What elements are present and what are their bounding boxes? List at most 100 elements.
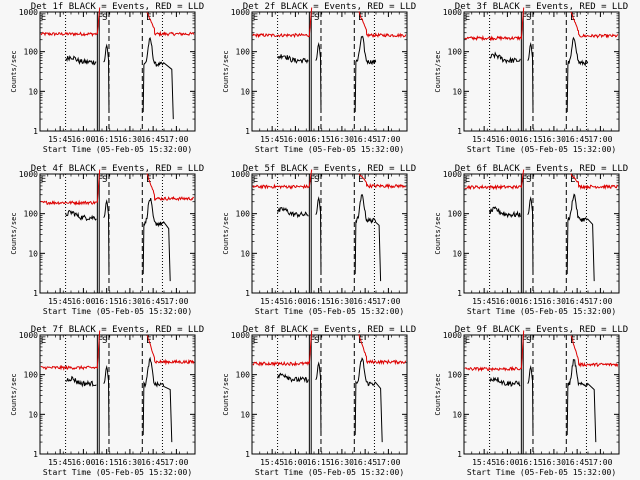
y-axis-label: Counts/sec — [10, 50, 18, 92]
y-tick-label: 1 — [457, 127, 462, 136]
plot-frame — [251, 173, 408, 294]
lld-series — [252, 169, 406, 190]
x-tick-label: 16:15 — [519, 297, 543, 306]
y-tick-label: 100 — [24, 210, 39, 219]
y-tick-label: 1000 — [19, 170, 38, 179]
panel-title: Det 2f BLACK = Events, RED = LLD — [243, 2, 416, 12]
x-tick-label: 16:15 — [95, 135, 119, 144]
x-tick-label: 17:00 — [164, 458, 188, 467]
y-tick-label: 1 — [457, 289, 462, 298]
plot-frame — [251, 334, 408, 455]
marker-label: S — [314, 13, 319, 23]
y-tick-label: 10 — [452, 249, 462, 258]
x-tick-label: 15:45 — [260, 458, 284, 467]
events-series — [489, 36, 589, 113]
marker-label: S — [102, 13, 107, 23]
y-tick-label: 1 — [245, 289, 250, 298]
x-tick-label: 16:00 — [283, 297, 307, 306]
y-tick-label: 10 — [240, 249, 250, 258]
x-tick-label: 16:30 — [542, 135, 566, 144]
y-axis-label: Counts/sec — [434, 50, 442, 92]
x-tick-label: 16:45 — [353, 458, 377, 467]
lld-series — [464, 330, 619, 372]
events-series — [277, 35, 377, 113]
marker-label: E — [465, 13, 470, 23]
x-tick-label: 17:00 — [588, 458, 612, 467]
x-tick-label: 17:00 — [588, 297, 612, 306]
y-tick-label: 1 — [245, 127, 250, 136]
y-axis-label: Counts/sec — [222, 212, 230, 254]
plot-frame — [463, 173, 620, 294]
lld-series — [464, 7, 619, 42]
marker-label: S — [102, 336, 107, 346]
x-tick-label: 16:15 — [307, 135, 331, 144]
x-tick-label: 16:00 — [495, 135, 519, 144]
marker-label: S — [526, 13, 531, 23]
x-tick-label: 16:45 — [141, 458, 165, 467]
y-tick-label: 100 — [236, 210, 251, 219]
marker-label: F — [98, 336, 103, 346]
x-tick-label: 15:45 — [48, 135, 72, 144]
x-tick-label: 16:30 — [330, 297, 354, 306]
y-tick-label: 1000 — [231, 331, 250, 340]
x-tick-label: 15:45 — [48, 297, 72, 306]
y-axis-label: Counts/sec — [10, 373, 18, 415]
y-axis-label: Counts/sec — [222, 50, 230, 92]
marker-label: S — [314, 336, 319, 346]
x-tick-label: 16:00 — [283, 135, 307, 144]
y-axis-label: Counts/sec — [434, 212, 442, 254]
x-tick-label: 16:15 — [95, 458, 119, 467]
y-tick-label: 1000 — [443, 331, 462, 340]
y-tick-label: 100 — [448, 210, 463, 219]
x-tick-label: 16:15 — [519, 135, 543, 144]
marker-label: E — [465, 336, 470, 346]
x-tick-label: 17:00 — [376, 297, 400, 306]
y-tick-label: 10 — [452, 87, 462, 96]
marker-label: E — [253, 336, 258, 346]
y-tick-label: 100 — [448, 48, 463, 57]
marker-label: E — [41, 13, 46, 23]
x-tick-label: 17:00 — [376, 135, 400, 144]
marker-label: E — [253, 13, 258, 23]
marker-label: E — [253, 175, 258, 185]
x-tick-label: 16:15 — [307, 297, 331, 306]
panel-title: Det 6f BLACK = Events, RED = LLD — [455, 164, 628, 174]
lld-series — [40, 7, 195, 38]
y-tick-label: 1 — [33, 289, 38, 298]
events-series — [277, 357, 383, 443]
marker-label: E — [41, 336, 46, 346]
marker-label: S — [314, 175, 319, 185]
marker-label: E — [570, 175, 575, 185]
marker-label: F — [522, 13, 527, 23]
x-axis-label: Start Time (05-Feb-05 15:32:00) — [43, 307, 192, 316]
x-axis-label: Start Time (05-Feb-05 15:32:00) — [467, 468, 616, 477]
lld-series — [252, 330, 407, 367]
panel-5: Det 5f BLACK = Events, RED = LLD 1 10 100 10… — [222, 164, 416, 316]
events-series — [65, 37, 174, 120]
events-series — [277, 193, 382, 282]
events-series — [489, 193, 595, 282]
x-tick-label: 15:45 — [472, 297, 496, 306]
y-tick-label: 10 — [240, 87, 250, 96]
marker-label: E — [358, 175, 363, 185]
marker-label: F — [522, 175, 527, 185]
y-axis-label: Counts/sec — [10, 212, 18, 254]
y-axis-label: Counts/sec — [434, 373, 442, 415]
x-tick-label: 16:30 — [542, 458, 566, 467]
x-tick-label: 15:45 — [472, 458, 496, 467]
panel-title: Det 8f BLACK = Events, RED = LLD — [243, 325, 416, 335]
y-tick-label: 10 — [240, 410, 250, 419]
x-tick-label: 15:45 — [260, 135, 284, 144]
y-tick-label: 1000 — [231, 170, 250, 179]
panel-8: Det 8f BLACK = Events, RED = LLD 1 10 100 10… — [222, 325, 416, 477]
y-tick-label: 1 — [245, 450, 250, 459]
y-tick-label: 1000 — [19, 8, 38, 17]
marker-label: E — [41, 175, 46, 185]
y-tick-label: 1 — [33, 127, 38, 136]
marker-label: S — [102, 175, 107, 185]
marker-label: F — [98, 13, 103, 23]
y-tick-label: 100 — [24, 371, 39, 380]
marker-label: S — [526, 336, 531, 346]
panel-title: Det 1f BLACK = Events, RED = LLD — [31, 2, 204, 12]
